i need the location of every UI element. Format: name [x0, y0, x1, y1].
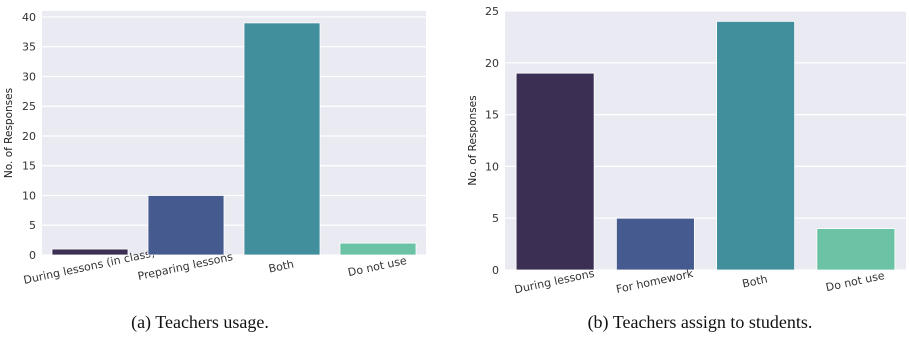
bar: [339, 242, 417, 256]
y-tick-label: 10: [485, 160, 499, 173]
y-tick-label: 0: [29, 249, 36, 262]
y-tick-label: 15: [485, 109, 499, 122]
y-axis-title: No. of Responses: [467, 95, 479, 185]
bar: [243, 22, 321, 256]
bar: [51, 248, 129, 256]
bar: [515, 72, 595, 271]
bar: [147, 195, 225, 256]
x-tick-label: Both: [741, 273, 769, 291]
y-tick-label: 20: [485, 57, 499, 70]
x-tick-label: Both: [267, 258, 295, 276]
x-tick-label: Do not use: [347, 254, 408, 279]
bar: [816, 228, 896, 271]
x-tick-label: Do not use: [825, 269, 886, 294]
chart-teachers-assign-to-students: 0 5 10 15 20 25 During lessons For homework Both…: [467, 5, 906, 333]
y-tick-label: 30: [22, 70, 36, 83]
y-tick-label: 5: [29, 219, 36, 232]
x-tick-label: For homework: [615, 267, 695, 296]
y-tick-label: 25: [485, 5, 499, 18]
y-tick-label: 40: [22, 11, 36, 24]
figure-caption: (b) Teachers assign to students.: [588, 312, 813, 333]
x-tick-label: During lessons: [513, 267, 595, 297]
y-tick-label: 15: [22, 160, 36, 173]
y-tick-label: 35: [22, 41, 36, 54]
figure-caption: (a) Teachers usage.: [131, 312, 269, 333]
y-tick-label: 20: [22, 130, 36, 143]
y-tick-label: 25: [22, 100, 36, 113]
y-tick-label: 0: [492, 264, 499, 277]
bar: [615, 217, 695, 271]
bar: [716, 20, 796, 271]
y-tick-label: 10: [22, 189, 36, 202]
y-tick-label: 5: [492, 212, 499, 225]
plot-area: [42, 11, 426, 255]
y-axis-title: No. of Responses: [3, 88, 15, 178]
